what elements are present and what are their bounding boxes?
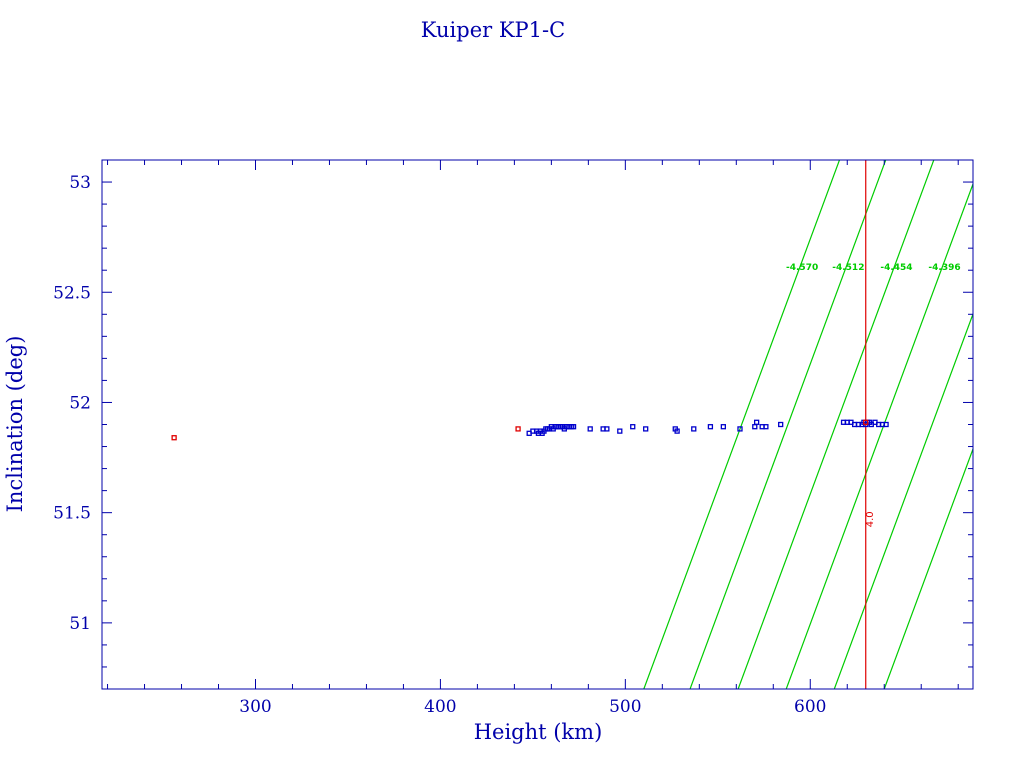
contour-line xyxy=(737,160,935,689)
data-point xyxy=(763,424,769,430)
data-point xyxy=(883,421,889,428)
data-points xyxy=(171,419,889,441)
x-axis-label: Height (km) xyxy=(474,720,603,744)
data-point xyxy=(707,424,714,430)
data-point xyxy=(570,424,577,430)
contour-lines: -4.570-4.512-4.454-4.396-4.338-4.280 xyxy=(643,160,1009,689)
contour-label: -4.570 xyxy=(786,263,818,273)
chart-title: Kuiper KP1-C xyxy=(421,18,565,42)
axis-ticks: 300 400 500 600 51 51.5 52 52.5 53 xyxy=(53,159,973,717)
data-point xyxy=(863,419,869,425)
x-tick-label: 300 xyxy=(239,697,271,717)
x-tick-label: 600 xyxy=(794,697,826,717)
data-point xyxy=(604,426,610,432)
data-point xyxy=(752,424,758,430)
data-point xyxy=(630,424,636,430)
contour-label: -4.338 xyxy=(977,263,1009,273)
x-tick-label: 500 xyxy=(609,697,641,717)
data-point xyxy=(674,428,680,434)
contour-line xyxy=(785,182,973,689)
contour-line xyxy=(643,160,841,689)
data-point xyxy=(778,421,784,428)
data-point xyxy=(617,428,623,434)
contour-line xyxy=(833,312,973,689)
y-tick-label: 53 xyxy=(69,173,91,193)
contour-label: -4.454 xyxy=(880,263,912,273)
data-point xyxy=(720,424,727,430)
data-point xyxy=(171,435,177,441)
y-tick-label: 51 xyxy=(69,614,91,634)
data-point xyxy=(587,426,593,432)
data-point xyxy=(515,426,521,432)
y-tick-label: 52 xyxy=(69,393,91,413)
data-point xyxy=(737,426,743,432)
annotation-label: 4.0 xyxy=(865,511,876,527)
annotations: 4.0 xyxy=(865,511,876,527)
y-tick-label: 52.5 xyxy=(53,283,91,303)
data-point xyxy=(643,426,649,432)
y-axis-label: Inclination (deg) xyxy=(3,336,27,513)
data-point xyxy=(753,419,760,425)
contour-line xyxy=(689,160,887,689)
data-point xyxy=(691,426,697,432)
contour-line xyxy=(883,447,973,689)
y-tick-label: 51.5 xyxy=(53,504,91,524)
x-tick-label: 400 xyxy=(424,697,456,717)
contour-label: -4.512 xyxy=(832,263,864,273)
contour-label: -4.396 xyxy=(928,263,960,273)
